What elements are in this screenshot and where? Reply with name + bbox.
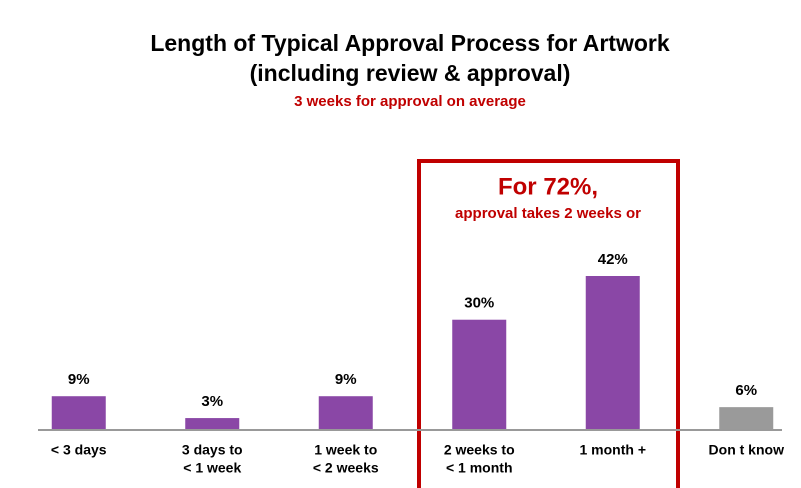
x-tick-label: 1 month + — [579, 442, 646, 458]
x-tick-label: Don t know — [709, 442, 785, 458]
subtitle: 3 weeks for approval on average — [294, 93, 526, 110]
highlight-box — [417, 159, 680, 488]
bar — [185, 418, 240, 429]
chart-title: Length of Typical Approval Process for A… — [150, 30, 669, 56]
bar — [452, 319, 507, 429]
bar — [585, 276, 640, 429]
value-label: 30% — [464, 295, 494, 312]
x-tick-label: < 2 weeks — [313, 460, 379, 476]
x-tick-label: 1 week to — [314, 442, 377, 458]
x-tick-label: < 1 month — [446, 460, 513, 476]
chart-title: (including review & approval) — [250, 60, 571, 86]
x-tick-label: 2 weeks to — [444, 442, 515, 458]
x-tick-label: < 3 days — [51, 442, 107, 458]
x-tick-label: < 1 week — [183, 460, 241, 476]
bar — [719, 407, 774, 429]
value-label: 9% — [68, 371, 90, 388]
annotation: For 72%, — [498, 173, 598, 200]
value-label: 9% — [335, 371, 357, 388]
bar — [51, 396, 106, 429]
value-label: 42% — [598, 251, 628, 268]
value-label: 3% — [201, 393, 223, 410]
x-tick-label: 3 days to — [182, 442, 243, 458]
bar — [318, 396, 373, 429]
value-label: 6% — [735, 382, 757, 399]
annotation: approval takes 2 weeks or — [455, 205, 641, 222]
